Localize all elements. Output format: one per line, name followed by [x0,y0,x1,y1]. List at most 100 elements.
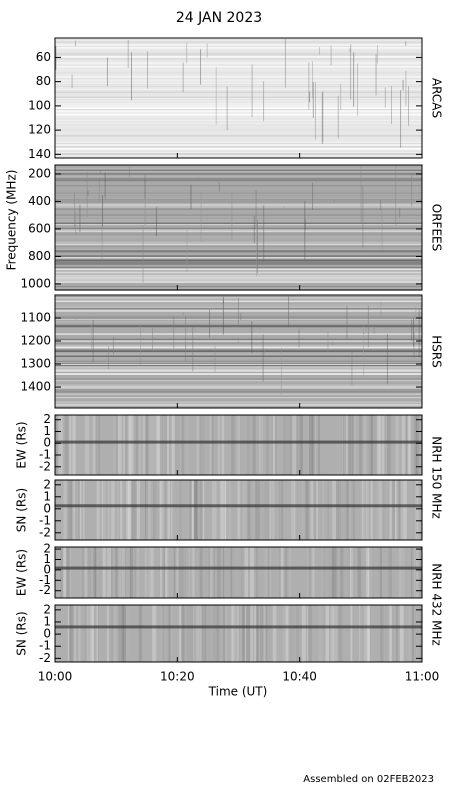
texture-stripe [55,110,422,112]
texture-streak [224,480,227,540]
texture-streak [375,480,378,540]
texture-streak [338,547,341,598]
texture-streak [65,547,70,598]
texture-stripe [55,272,422,275]
texture-streak [206,43,208,58]
texture-streak [363,415,367,475]
texture-streak [200,191,202,242]
y-tick-label: 140 [28,147,51,161]
texture-stripe [55,235,422,237]
texture-streak [264,547,268,598]
texture-streak [309,547,311,598]
texture-streak [102,547,106,598]
texture-stripe [55,357,422,359]
texture-streak [142,415,146,475]
texture-stripe [55,41,422,43]
texture-streak [99,170,101,175]
texture-streak [338,480,340,540]
texture-streak [186,605,191,662]
texture-streak [85,415,89,475]
texture-stripe [55,203,422,206]
texture-streak [357,547,362,598]
texture-streak [341,547,344,598]
texture-streak [267,480,270,540]
texture-streak [156,206,158,219]
texture-streak [127,39,129,68]
texture-stripe [55,227,422,230]
texture-streak [334,480,338,540]
texture-streak [179,605,182,662]
texture-streak [164,415,168,475]
texture-streak [411,605,414,662]
texture-streak [196,415,198,475]
panel-frame [54,294,423,409]
texture-streak [357,63,358,116]
texture-streak [346,480,349,540]
texture-streak [288,295,290,328]
texture-streak [259,328,261,330]
texture-streak [337,415,339,475]
texture-streak [361,480,365,540]
texture-stripe [55,270,422,273]
panel-background [55,605,422,662]
texture-stripe [55,151,422,153]
texture-stripe [55,285,422,288]
texture-streak [269,547,271,598]
texture-streak [351,415,354,475]
texture-streak [66,480,70,540]
texture-stripe [55,112,422,114]
texture-streak [86,547,90,598]
texture-streak [282,605,285,662]
texture-streak [75,40,76,47]
y-tick-label: 1 [43,614,51,628]
texture-streak [139,323,141,366]
texture-streak [312,182,314,211]
texture-streak [365,480,370,540]
texture-streak [144,480,148,540]
texture-streak [227,480,232,540]
y-tick-label: 1000 [20,276,51,290]
texture-stripe [55,85,422,87]
texture-streak [113,605,117,662]
texture-streak [307,547,309,598]
texture-stripe [55,363,422,365]
texture-streak [335,480,340,540]
texture-streak [370,415,374,475]
texture-streak [126,480,130,540]
texture-streak [84,605,87,662]
texture-streak [298,329,300,348]
texture-streak [347,415,351,475]
texture-streak [414,547,418,598]
texture-streak [231,415,235,475]
texture-streak [161,480,163,540]
texture-streak [238,297,239,325]
texture-stripe [55,128,422,131]
texture-streak [83,547,88,598]
texture-streak [167,605,170,662]
texture-streak [412,480,417,540]
texture-streak [322,547,325,598]
texture-streak [309,415,313,475]
texture-streak [316,480,318,540]
texture-streak [111,547,113,598]
texture-streak [83,480,85,540]
texture-streak [148,547,150,598]
texture-streak [393,480,396,540]
texture-streak [90,605,94,662]
texture-stripe [55,167,422,170]
texture-stripe [55,195,422,197]
texture-streak [181,605,185,662]
texture-streak [265,605,268,662]
texture-streak [152,327,153,352]
texture-streak [209,547,211,598]
texture-stripe [55,364,422,367]
texture-streak [267,547,271,598]
texture-streak [60,547,63,598]
y-tick-label: 2 [43,412,51,426]
texture-streak [242,605,245,662]
texture-streak [272,415,275,475]
texture-stripe [55,263,422,265]
texture-streak [411,174,413,207]
texture-streak [160,605,163,662]
